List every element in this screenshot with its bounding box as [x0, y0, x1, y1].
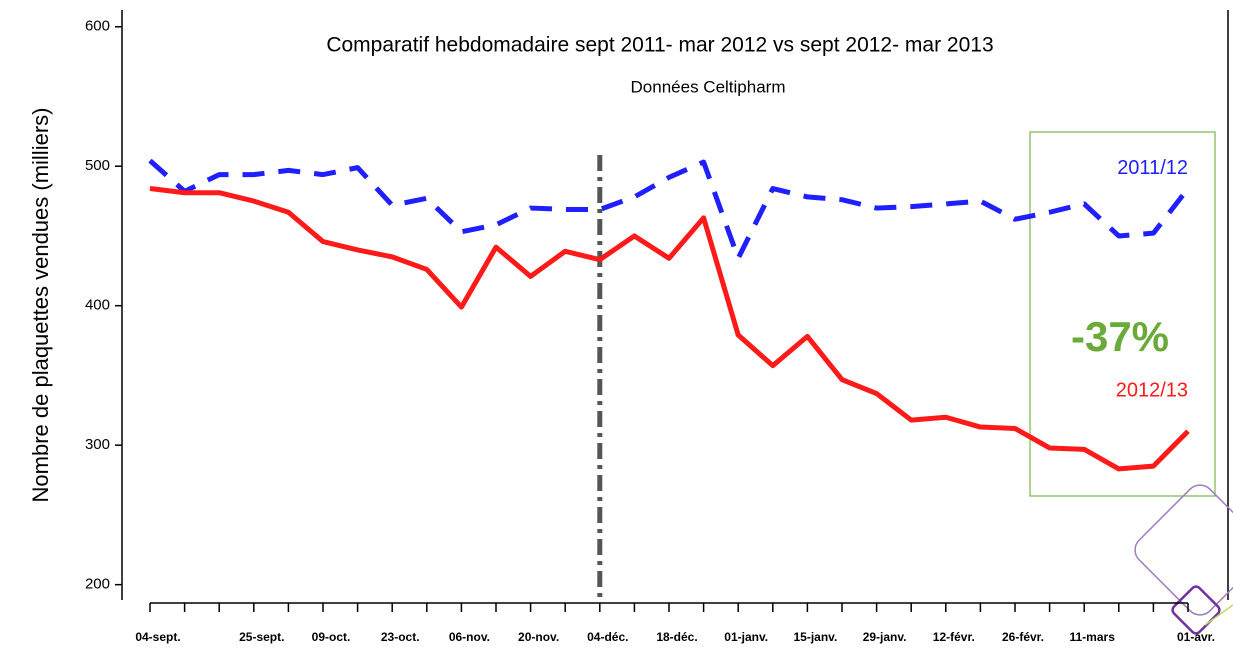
highlight-box	[1029, 131, 1216, 497]
x-tick-label: 01-avr.	[1177, 630, 1215, 644]
series-label: 2012/13	[1116, 380, 1188, 402]
x-tick-label: 04-sept.	[135, 630, 180, 644]
series-line	[149, 186, 1190, 472]
y-tick-label: 300	[85, 436, 110, 453]
x-tick-label: 15-janv.	[793, 630, 837, 644]
x-tick-label: 01-janv.	[724, 630, 768, 644]
series-line	[148, 158, 1190, 261]
x-tick-label: 04-déc.	[587, 630, 628, 644]
y-axis-label: Nombre de plaquettes vendues (milliers)	[28, 108, 53, 503]
x-tick-label: 20-nov.	[518, 630, 559, 644]
chart-title: Comparatif hebdomadaire sept 2011- mar 2…	[326, 34, 993, 57]
x-tick-label: 25-sept.	[239, 630, 284, 644]
annotation: -37%	[1071, 313, 1169, 360]
y-tick-label: 400	[85, 297, 110, 314]
x-tick-label: 09-oct.	[312, 630, 351, 644]
series-label: 2011/12	[1117, 157, 1188, 179]
x-tick-label: 06-nov.	[449, 630, 490, 644]
decor-diamond	[1134, 484, 1233, 616]
x-tick-label: 29-janv.	[863, 630, 907, 644]
y-tick-label: 200	[85, 576, 110, 593]
x-tick-label: 11-mars	[1070, 630, 1116, 644]
x-tick-label: 18-déc.	[656, 630, 697, 644]
x-tick-label: 12-févr.	[933, 630, 975, 644]
decor-diamond-small	[1171, 585, 1221, 635]
y-tick-label: 600	[85, 18, 110, 35]
chart-subtitle: Données Celtipharm	[631, 77, 786, 96]
x-tick-label: 23-oct.	[381, 630, 420, 644]
decor-line	[1204, 604, 1233, 626]
x-tick-label: 26-févr.	[1002, 630, 1044, 644]
y-tick-label: 500	[85, 157, 110, 174]
